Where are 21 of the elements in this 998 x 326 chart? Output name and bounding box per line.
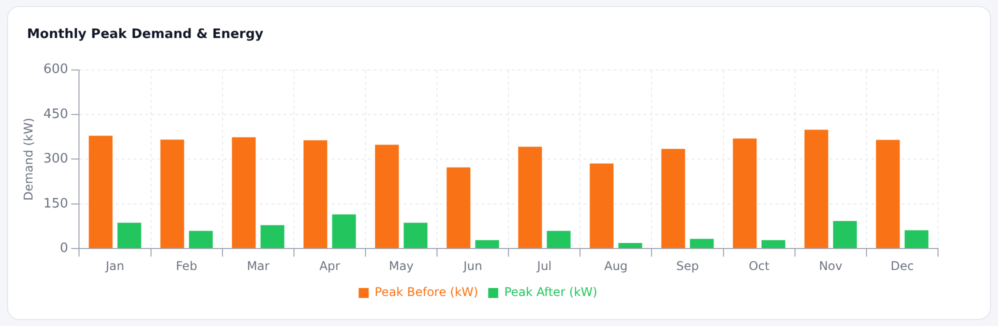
y-axis-title: Demand (kW) bbox=[21, 118, 36, 201]
x-tick-label: Nov bbox=[818, 258, 842, 273]
y-tick-label: 300 bbox=[43, 152, 68, 167]
x-tick-label: Mar bbox=[246, 258, 270, 273]
x-tick-label: May bbox=[388, 258, 414, 273]
x-tick-label: Feb bbox=[176, 258, 198, 273]
x-tick-label: Aug bbox=[604, 258, 628, 273]
x-tick-label: Jun bbox=[462, 258, 482, 273]
x-tick-label: Jul bbox=[536, 258, 552, 273]
chart-title: Monthly Peak Demand & Energy bbox=[27, 27, 264, 42]
y-tick-label: 150 bbox=[43, 196, 68, 212]
x-tick-label: Oct bbox=[748, 258, 770, 273]
x-tick-label: Apr bbox=[319, 258, 340, 273]
x-tick-label: Dec bbox=[890, 258, 914, 273]
y-tick-label: 450 bbox=[43, 106, 68, 122]
y-tick-label: 0 bbox=[60, 240, 68, 256]
legend-label: Peak After (kW) bbox=[504, 285, 598, 300]
y-tick-label: 600 bbox=[43, 62, 68, 78]
x-tick-label: Jan bbox=[104, 258, 124, 273]
legend-label: Peak Before (kW) bbox=[374, 285, 478, 300]
x-tick-label: Sep bbox=[676, 258, 699, 273]
